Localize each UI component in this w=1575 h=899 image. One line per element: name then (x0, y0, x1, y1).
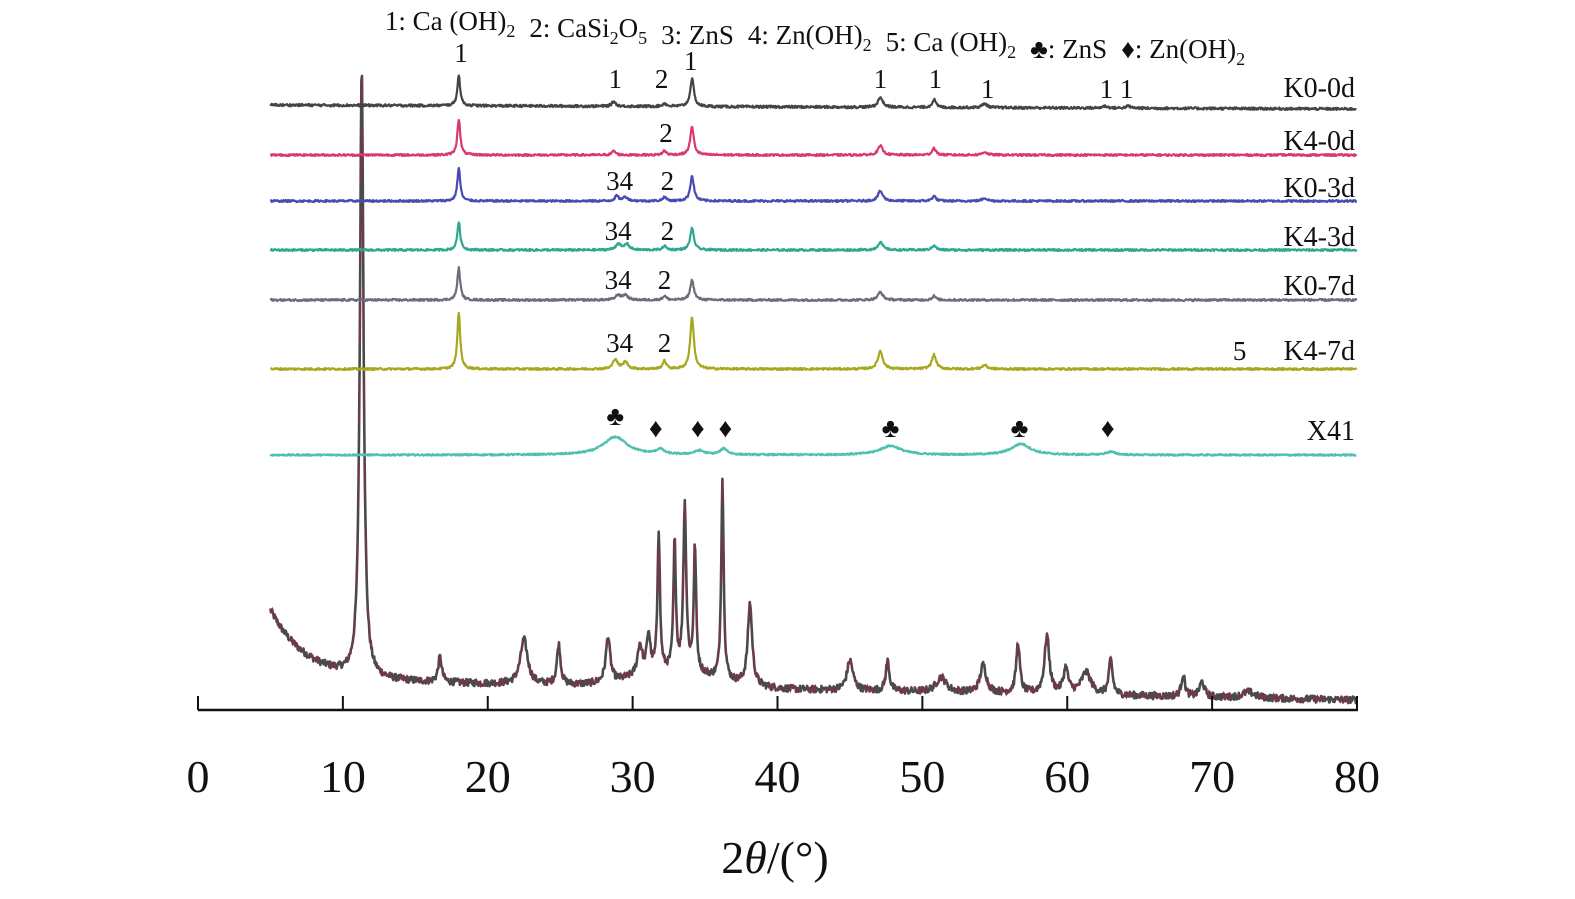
trace-k4-3d (269, 221, 1358, 253)
legend-entry-rest: O (619, 13, 639, 43)
peak-annotation: 34 (606, 328, 634, 358)
peak-annotation: 34 (606, 166, 634, 196)
legend-entry: 3: ZnS (661, 20, 734, 50)
peak-annotation: 1 (874, 64, 888, 94)
peak-annotation: ♦ (691, 413, 705, 443)
legend-entry: ♦: Zn(OH) (1121, 34, 1236, 64)
x-tick-label: 20 (465, 751, 511, 802)
series-label-k0-3d: K0-3d (1283, 173, 1355, 204)
trace-k4-7d (269, 311, 1358, 372)
trace-k0-7d (269, 266, 1358, 303)
peak-annotation: 1 (929, 64, 943, 94)
peak-annotation: 2 (658, 265, 672, 295)
peak-annotation: 2 (659, 118, 673, 148)
trace-k0-0d (269, 74, 1357, 112)
x-axis-ticks: 0 10 20 30 40 50 60 70 80 (187, 696, 1380, 802)
x-tick-label: 50 (899, 751, 945, 802)
trace-raw-sample (269, 74, 1358, 705)
series-label-k0-0d: K0-0d (1283, 73, 1355, 104)
legend: 1: Ca (OH)2 2: CaSi2O5 3: ZnS 4: Zn(OH)2 5: … (385, 6, 1245, 69)
x-tick-label: 60 (1044, 751, 1090, 802)
peak-annotation: 34 (605, 265, 633, 295)
legend-subscript: 2 (1007, 42, 1016, 62)
trace-k0-3d (269, 166, 1358, 204)
legend-subscript: 2 (1236, 49, 1245, 69)
series-label-x41: X41 (1307, 416, 1355, 447)
x-tick-label: 70 (1189, 751, 1235, 802)
legend-entry: 1: Ca (OH) (385, 6, 506, 36)
x-label-theta: θ (744, 832, 767, 883)
legend-subscript: 5 (638, 28, 647, 48)
peak-annotation: ♣ (1011, 413, 1029, 443)
x-tick-label: 10 (320, 751, 366, 802)
peak-annotation: 34 (605, 216, 633, 246)
peak-annotation: ♣ (606, 401, 624, 431)
peak-annotation: ♦ (1101, 413, 1115, 443)
x-label-suffix: /(°) (767, 832, 829, 883)
peak-annotation: 2 (661, 166, 675, 196)
legend-entry: 5: Ca (OH) (886, 27, 1007, 57)
legend-entry: ♣: ZnS (1030, 34, 1107, 64)
trace-x41 (269, 435, 1357, 457)
peak-annotation: 1 (608, 64, 622, 94)
legend-entry: 4: Zn(OH) (748, 20, 863, 50)
series-label-k4-7d: K4-7d (1283, 336, 1355, 367)
legend-subscript: 2 (863, 35, 872, 55)
legend-subscript: 2 (506, 21, 515, 41)
x-tick-label: 0 (187, 751, 210, 802)
peak-annotation: 2 (661, 216, 675, 246)
x-axis-label: 2θ/(°) (721, 832, 828, 883)
trace-raw-sample-overlay (269, 75, 1357, 706)
peak-annotation: 1 (454, 38, 468, 68)
legend-subscript: 2 (610, 28, 619, 48)
x-tick-label: 80 (1334, 751, 1380, 802)
series-labels: K0-0d K4-0d K0-3d K4-3d K0-7d K4-7d X41 (1283, 73, 1355, 447)
peak-annotation: 2 (658, 328, 672, 358)
trace-k4-0d (269, 118, 1358, 158)
peak-annotation: 1 (684, 46, 698, 76)
series-label-k4-0d: K4-0d (1283, 126, 1355, 157)
peak-annotation: 5 (1233, 336, 1247, 366)
peak-annotation: ♦ (718, 413, 732, 443)
traces (269, 74, 1358, 706)
peak-annotation: ♦ (649, 413, 663, 443)
x-tick-label: 40 (755, 751, 801, 802)
peak-annotation: 1 (981, 74, 995, 104)
peak-annotation: 1 1 (1100, 74, 1134, 104)
legend-entry: 2: CaSi (529, 13, 609, 43)
peak-annotation: ♣ (882, 413, 900, 443)
x-label-prefix: 2 (721, 832, 744, 883)
peak-annotation: 2 (655, 64, 669, 94)
series-label-k4-3d: K4-3d (1283, 222, 1355, 253)
series-label-k0-7d: K0-7d (1283, 271, 1355, 302)
x-tick-label: 30 (610, 751, 656, 802)
